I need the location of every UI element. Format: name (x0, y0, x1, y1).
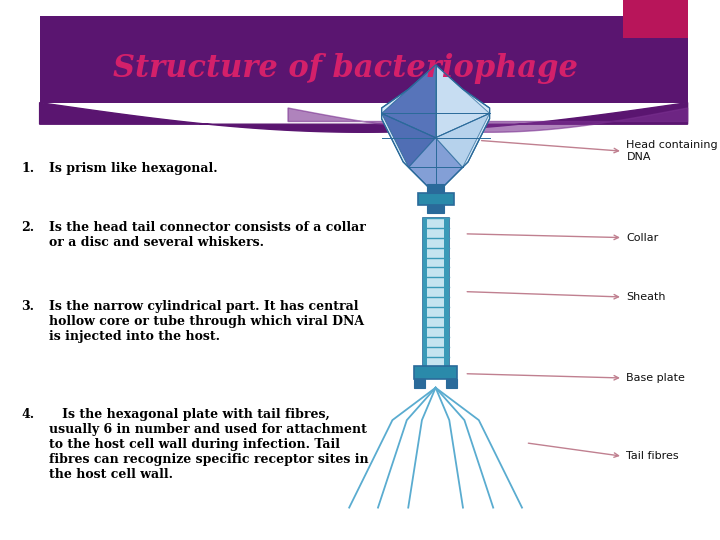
Bar (444, 218, 449, 367)
Bar (427, 205, 444, 213)
Text: 1.: 1. (22, 162, 35, 175)
Text: Is prism like hexagonal.: Is prism like hexagonal. (49, 162, 217, 175)
Text: Sheath: Sheath (626, 292, 666, 302)
Bar (414, 366, 457, 379)
Text: 4.: 4. (22, 408, 35, 421)
Polygon shape (382, 65, 436, 138)
Polygon shape (40, 103, 688, 132)
Text: Collar: Collar (626, 233, 659, 242)
Polygon shape (436, 65, 490, 138)
Bar (423, 218, 427, 367)
Bar (40, 16, 688, 103)
Bar (423, 218, 449, 367)
Text: Structure of bacteriophage: Structure of bacteriophage (113, 53, 578, 84)
Text: Is the hexagonal plate with tail fibres,
usually 6 in number and used for attach: Is the hexagonal plate with tail fibres,… (49, 408, 369, 481)
Polygon shape (409, 138, 462, 194)
Text: Tail fibres: Tail fibres (626, 451, 679, 461)
Bar (427, 184, 444, 193)
Text: 2.: 2. (22, 221, 35, 234)
Polygon shape (382, 113, 436, 167)
Bar (446, 379, 457, 388)
Text: Is the head tail connector consists of a collar
or a disc and several whiskers.: Is the head tail connector consists of a… (49, 221, 366, 249)
Polygon shape (382, 65, 490, 194)
Bar (623, 0, 688, 38)
Polygon shape (288, 108, 688, 132)
Bar (414, 379, 425, 388)
Text: Is the narrow cylindrical part. It has central
hollow core or tube through which: Is the narrow cylindrical part. It has c… (49, 300, 364, 343)
Polygon shape (436, 113, 490, 167)
Text: Head containing
DNA: Head containing DNA (626, 140, 718, 162)
Bar (418, 193, 454, 205)
Text: 3.: 3. (22, 300, 35, 313)
Text: Base plate: Base plate (626, 373, 685, 383)
